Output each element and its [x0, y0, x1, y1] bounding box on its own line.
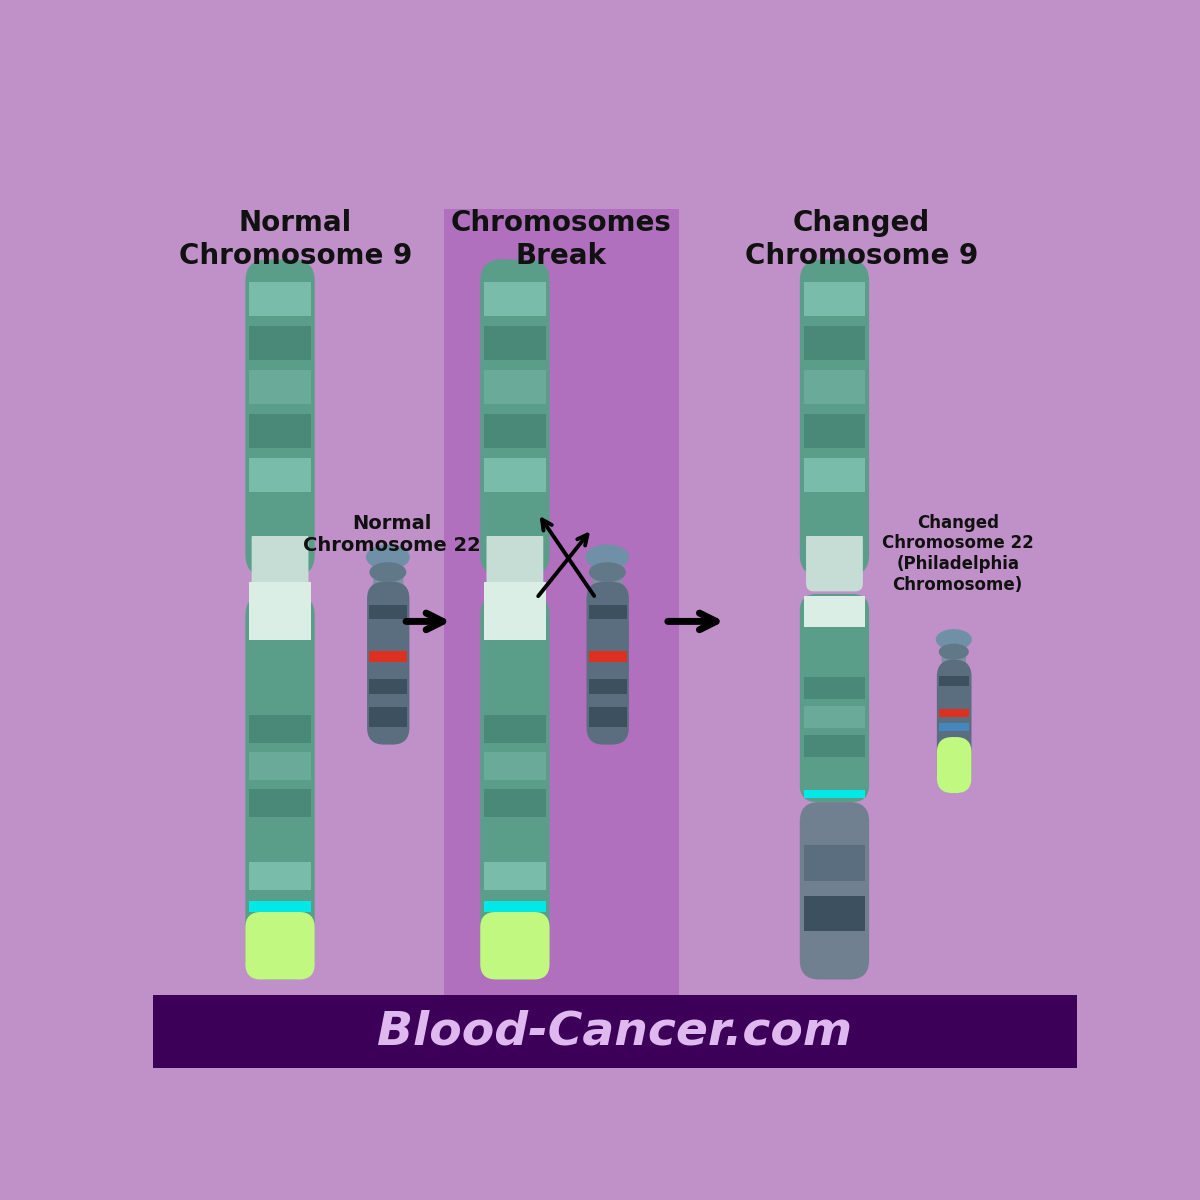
Bar	[589, 605, 626, 619]
Bar	[804, 282, 865, 316]
Ellipse shape	[366, 545, 409, 570]
FancyBboxPatch shape	[937, 660, 972, 793]
Bar	[484, 788, 546, 817]
Bar	[484, 282, 546, 316]
Bar	[370, 707, 407, 727]
FancyBboxPatch shape	[486, 530, 544, 592]
Bar	[484, 414, 546, 448]
Bar	[484, 715, 546, 743]
Bar	[370, 605, 407, 619]
FancyBboxPatch shape	[373, 566, 403, 590]
Text: Normal
Chromosome 9: Normal Chromosome 9	[179, 210, 412, 270]
Bar	[444, 210, 679, 1002]
Bar	[804, 845, 865, 881]
Bar	[370, 679, 407, 694]
Bar	[250, 715, 311, 743]
Bar	[940, 709, 970, 718]
Bar	[804, 458, 865, 492]
FancyBboxPatch shape	[367, 582, 409, 744]
Bar	[804, 371, 865, 404]
FancyBboxPatch shape	[800, 594, 869, 802]
FancyBboxPatch shape	[587, 582, 629, 744]
FancyBboxPatch shape	[246, 594, 314, 979]
Text: Changed
Chromosome 9: Changed Chromosome 9	[745, 210, 978, 270]
Ellipse shape	[586, 545, 629, 570]
Bar	[484, 752, 546, 780]
Bar	[250, 901, 311, 912]
Bar	[484, 582, 546, 640]
FancyBboxPatch shape	[942, 646, 966, 666]
Bar	[484, 826, 546, 853]
Text: Normal
Chromosome 22: Normal Chromosome 22	[302, 514, 480, 554]
Bar	[484, 458, 546, 492]
Bar	[804, 503, 865, 536]
Ellipse shape	[589, 562, 625, 582]
Bar	[589, 679, 626, 694]
Bar	[940, 724, 970, 731]
Bar	[804, 790, 865, 798]
Bar	[250, 371, 311, 404]
Bar	[484, 863, 546, 890]
FancyBboxPatch shape	[593, 566, 623, 590]
Bar	[484, 901, 546, 912]
FancyBboxPatch shape	[246, 912, 314, 979]
Bar	[940, 676, 970, 686]
FancyBboxPatch shape	[252, 530, 308, 592]
Ellipse shape	[936, 629, 972, 650]
Bar	[804, 326, 865, 360]
FancyBboxPatch shape	[246, 259, 314, 576]
Bar	[250, 826, 311, 853]
Bar	[484, 371, 546, 404]
Ellipse shape	[938, 643, 968, 660]
FancyBboxPatch shape	[480, 912, 550, 979]
Bar	[804, 763, 865, 785]
Bar	[250, 282, 311, 316]
Bar	[250, 752, 311, 780]
Text: Chromosomes
Break: Chromosomes Break	[451, 210, 672, 270]
Bar	[250, 678, 311, 707]
Bar	[804, 896, 865, 931]
Bar	[250, 582, 311, 640]
Bar	[154, 995, 1078, 1068]
FancyBboxPatch shape	[937, 737, 972, 793]
Bar	[250, 788, 311, 817]
Bar	[804, 648, 865, 671]
Text: Blood-Cancer.com: Blood-Cancer.com	[378, 1009, 852, 1055]
Bar	[484, 678, 546, 707]
FancyBboxPatch shape	[800, 802, 869, 979]
FancyBboxPatch shape	[800, 259, 869, 576]
Bar	[250, 414, 311, 448]
Bar	[804, 677, 865, 700]
Ellipse shape	[370, 562, 407, 582]
Bar	[804, 706, 865, 728]
Bar	[250, 503, 311, 536]
FancyBboxPatch shape	[480, 594, 550, 979]
Bar	[589, 652, 626, 662]
Bar	[484, 326, 546, 360]
FancyBboxPatch shape	[480, 259, 550, 576]
Bar	[589, 707, 626, 727]
Bar	[804, 414, 865, 448]
FancyBboxPatch shape	[806, 530, 863, 592]
Bar	[484, 503, 546, 536]
Bar	[250, 458, 311, 492]
Bar	[804, 734, 865, 756]
Text: Changed
Chromosome 22
(Philadelphia
Chromosome): Changed Chromosome 22 (Philadelphia Chro…	[882, 514, 1033, 594]
Bar	[804, 596, 865, 628]
Bar	[250, 326, 311, 360]
Bar	[370, 652, 407, 662]
Bar	[250, 863, 311, 890]
